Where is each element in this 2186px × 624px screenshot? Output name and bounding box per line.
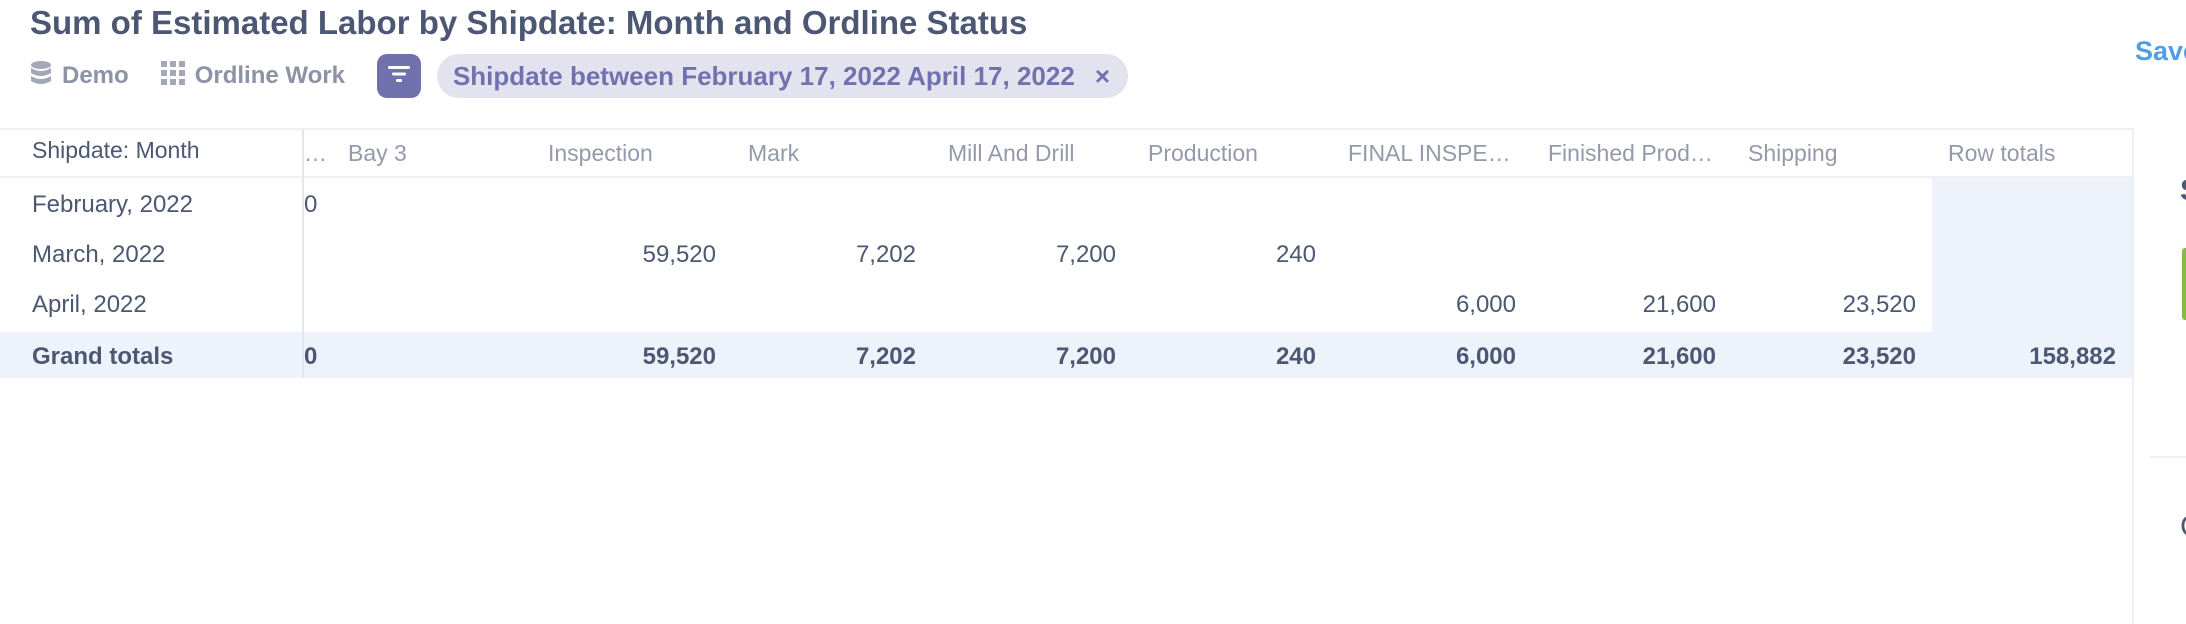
column-header[interactable]: Mill And Drill <box>948 140 1075 166</box>
total-cell[interactable]: 6,000 <box>1455 343 1516 370</box>
row-header-divider <box>302 130 304 378</box>
table-cell[interactable]: 240 <box>1275 241 1316 268</box>
column-header[interactable]: Inspection <box>548 140 653 166</box>
table-cell[interactable]: 6,000 <box>1455 291 1516 318</box>
row-header-label[interactable]: Shipdate: Month <box>32 137 200 163</box>
close-icon[interactable]: × <box>1094 60 1110 91</box>
total-cell[interactable]: 21,600 <box>1642 343 1716 370</box>
table-cell[interactable]: 0 <box>304 191 318 218</box>
table-cell[interactable]: 7,202 <box>855 241 916 268</box>
filter-label: Shipdate between February 17, 2022 April… <box>452 60 1075 91</box>
grid-icon <box>160 60 195 92</box>
total-cell[interactable]: 59,520 <box>642 343 716 370</box>
total-cell[interactable]: 240 <box>1275 343 1316 370</box>
row-label[interactable]: April, 2022 <box>32 291 147 318</box>
sidebar-divider <box>2132 128 2134 624</box>
table-cell[interactable]: 7,200 <box>1055 241 1116 268</box>
table-top-border <box>0 128 2132 130</box>
column-header[interactable]: Finished Prod… <box>1548 140 1713 166</box>
table-cell[interactable]: 21,600 <box>1642 291 1716 318</box>
row-label[interactable]: March, 2022 <box>32 241 166 268</box>
question-meta: Demo Ordline Work Shipdate between Febru… <box>30 54 1128 98</box>
column-header[interactable]: Shipping <box>1748 140 1838 166</box>
column-header[interactable]: Bay 3 <box>348 140 407 166</box>
header-bottom-border <box>0 176 2132 178</box>
save-button[interactable]: Save <box>2135 36 2186 66</box>
column-header[interactable]: Mark <box>748 140 800 166</box>
database-icon <box>30 60 62 92</box>
total-cell[interactable]: 0 <box>304 343 318 370</box>
filter-icon <box>387 64 411 89</box>
sidebar-heading-partial: S <box>2180 174 2186 208</box>
total-cell[interactable]: 23,520 <box>1842 343 1916 370</box>
table-name: Ordline Work <box>194 62 345 89</box>
sidebar-divider-line <box>2150 456 2186 458</box>
grand-totals-label: Grand totals <box>32 343 174 370</box>
column-header[interactable]: Row totals <box>1948 140 2056 166</box>
table-cell[interactable]: 23,520 <box>1842 291 1916 318</box>
sidebar-option-partial[interactable] <box>2182 248 2186 320</box>
grand-totals-row-bg <box>0 332 2132 378</box>
page-title: Sum of Estimated Labor by Shipdate: Mont… <box>30 4 1028 41</box>
row-totals-column-bg <box>1932 178 2132 332</box>
total-cell[interactable]: 7,202 <box>855 343 916 370</box>
row-label[interactable]: February, 2022 <box>32 191 193 218</box>
column-header[interactable]: … <box>304 140 327 166</box>
database-name: Demo <box>62 62 129 89</box>
filter-toggle-button[interactable] <box>376 54 421 98</box>
column-header[interactable]: FINAL INSPE… <box>1348 140 1511 166</box>
sidebar-text-partial: C <box>2180 510 2186 544</box>
column-header[interactable]: Production <box>1148 140 1258 166</box>
total-cell[interactable]: 7,200 <box>1055 343 1116 370</box>
table-crumb[interactable]: Ordline Work <box>160 60 345 92</box>
table-cell[interactable]: 59,520 <box>642 241 716 268</box>
total-cell[interactable]: 158,882 <box>2029 343 2116 370</box>
database-crumb[interactable]: Demo <box>30 60 129 92</box>
filter-pill[interactable]: Shipdate between February 17, 2022 April… <box>436 54 1128 98</box>
